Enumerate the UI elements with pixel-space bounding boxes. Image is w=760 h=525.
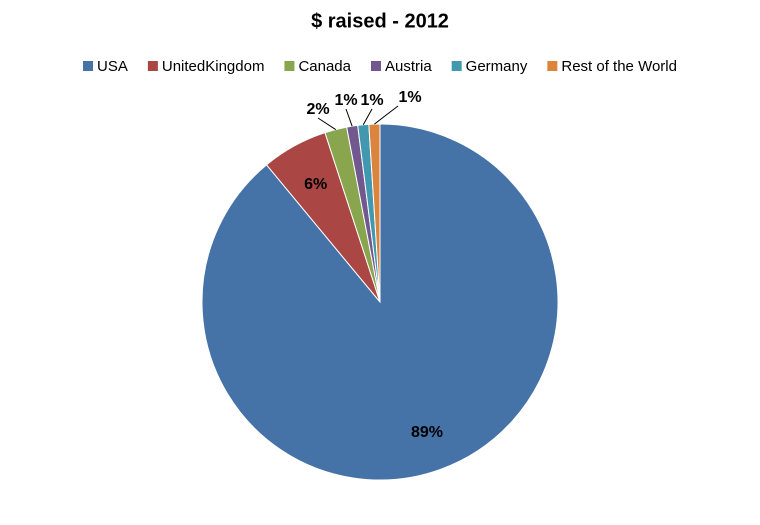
legend-swatch (547, 61, 558, 71)
data-label: 89% (411, 424, 443, 441)
legend-label: USA (97, 58, 128, 75)
legend-swatch (147, 61, 158, 71)
legend-label: Austria (385, 58, 432, 75)
legend-label: Germany (466, 58, 528, 75)
leader-line (374, 105, 399, 125)
data-label: 2% (306, 101, 329, 118)
data-label: 1% (398, 89, 421, 106)
legend-label: Rest of the World (561, 58, 677, 75)
leader-line (345, 108, 353, 127)
chart-title: $ raised - 2012 (311, 10, 449, 32)
leader-line (317, 117, 337, 131)
data-label: 1% (334, 92, 357, 109)
legend-label: UnitedKingdom (162, 58, 265, 75)
legend-swatch (451, 61, 462, 71)
legend-swatch (370, 61, 381, 71)
pie-slice (201, 123, 559, 481)
leader-line (362, 108, 373, 126)
data-label: 6% (304, 176, 327, 193)
legend-swatch (83, 61, 94, 71)
pie-slice (368, 123, 381, 303)
legend-label: Canada (298, 58, 351, 75)
data-label: 1% (360, 92, 383, 109)
legend-swatch (284, 61, 295, 71)
